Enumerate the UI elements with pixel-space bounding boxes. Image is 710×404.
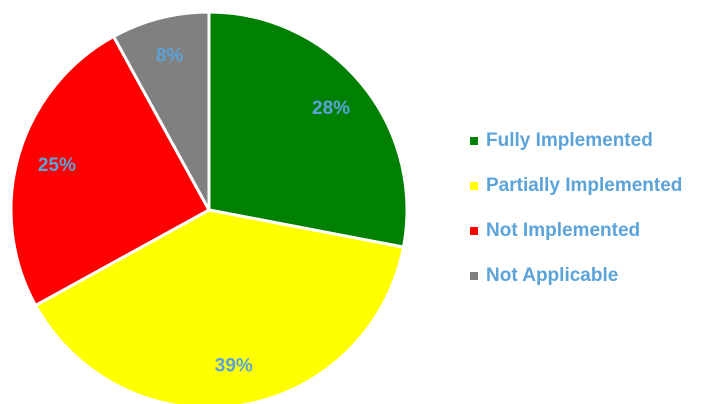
data-label: 39%	[215, 355, 253, 376]
data-label: 25%	[38, 155, 76, 176]
data-label: 8%	[156, 46, 184, 67]
legend-swatch	[470, 227, 478, 235]
legend-label: Partially Implemented	[486, 175, 682, 196]
pie-slice	[9, 34, 212, 308]
pie-slice	[33, 208, 406, 404]
pie-slice	[111, 10, 211, 211]
legend-label: Not Applicable	[486, 265, 618, 286]
legend-swatch	[470, 182, 478, 190]
pie-slice	[207, 10, 409, 249]
legend-swatch	[470, 137, 478, 145]
legend-label: Not Implemented	[486, 220, 640, 241]
legend-label: Fully Implemented	[486, 130, 653, 151]
legend-swatch	[470, 272, 478, 280]
data-label: 28%	[312, 98, 350, 119]
